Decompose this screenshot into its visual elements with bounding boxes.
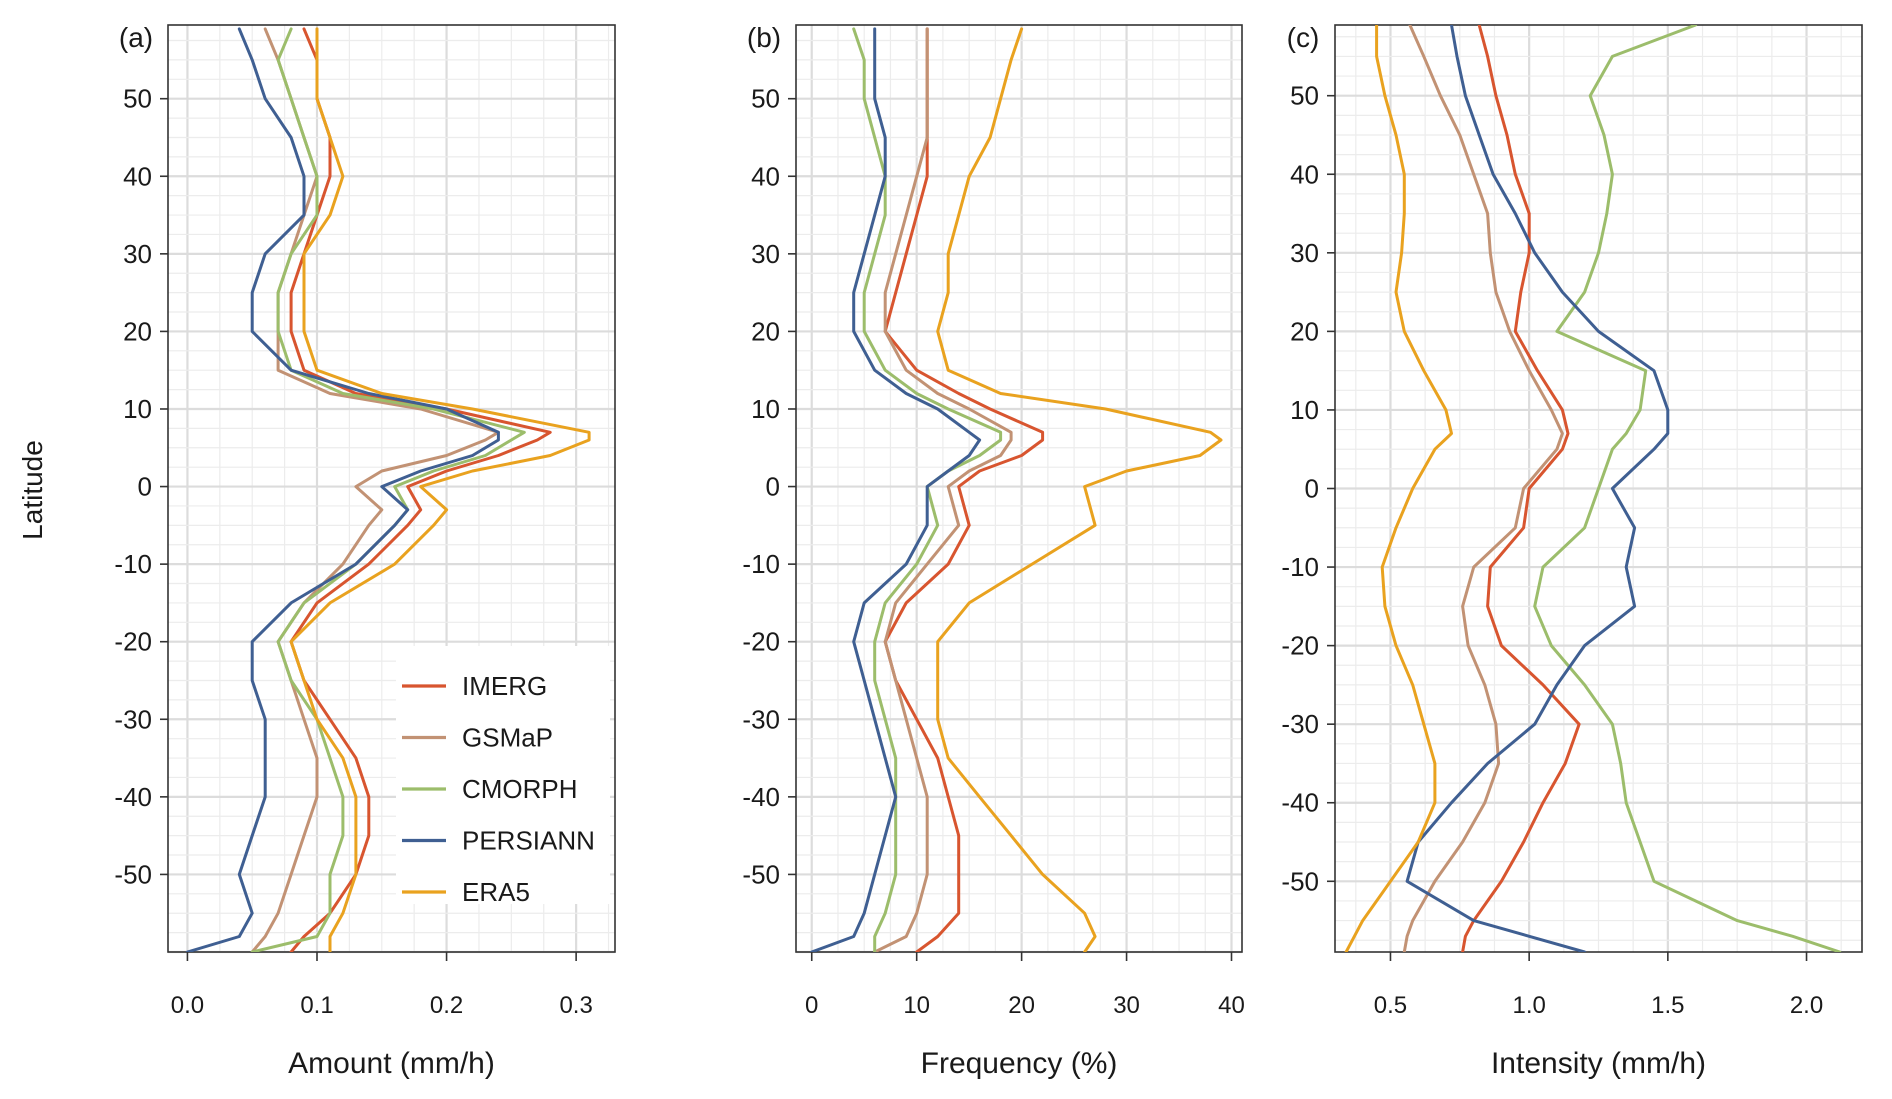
x-tick-label: 0.5	[1374, 992, 1407, 1019]
y-tick-label: 0	[138, 472, 152, 502]
series-lines	[810, 27, 1223, 952]
panel-label: (a)	[119, 22, 153, 53]
y-tick-label: 40	[751, 161, 780, 191]
y-tick-label: -40	[114, 782, 152, 812]
legend-label-imerg: IMERG	[462, 671, 547, 701]
y-tick-label: 20	[123, 316, 152, 346]
series-line-gsmap	[1402, 25, 1564, 952]
panel-1: -50 -40 -30 -20 -10 0 10 20 30 40 50 0.0 0.1 0.2 0.3 Am…	[114, 22, 616, 1080]
plot-frame	[795, 24, 1243, 953]
panel-label: (b)	[747, 22, 781, 53]
series-line-persiann	[810, 27, 982, 952]
x-tick-label: 0.2	[430, 992, 463, 1019]
x-tick-label: 40	[1218, 992, 1245, 1019]
y-tick-label: 30	[751, 239, 780, 269]
y-tick-label: 20	[751, 316, 780, 346]
x-axis-label: Amount (mm/h)	[288, 1047, 495, 1080]
y-tick-label: 20	[1290, 316, 1319, 346]
series-line-era5	[936, 27, 1223, 952]
y-tick-label: 50	[1290, 81, 1319, 111]
y-tick-label: -30	[114, 704, 152, 734]
y-tick-label: -50	[742, 859, 780, 889]
y-tick-label: -20	[1281, 631, 1319, 661]
legend: IMERG GSMaP CMORPH PERSIANN ERA5	[396, 646, 610, 907]
legend-label-cmorph: CMORPH	[462, 774, 578, 804]
x-tick-label: 30	[1113, 992, 1140, 1019]
y-tick-label: 40	[1290, 159, 1319, 189]
panel-label: (c)	[1287, 22, 1320, 53]
y-tick-label: 30	[123, 239, 152, 269]
series-line-persiann	[1405, 25, 1670, 952]
series-line-era5	[289, 27, 591, 952]
x-tick-label: 1.0	[1512, 992, 1545, 1019]
series-line-imerg	[1461, 25, 1581, 952]
y-tick-label: -50	[114, 859, 152, 889]
y-tick-label: -40	[742, 782, 780, 812]
series-line-cmorph	[1533, 25, 1842, 952]
y-axis-label: Latitude	[17, 440, 48, 540]
x-tick-label: 10	[903, 992, 930, 1019]
x-tick-label: 0.3	[559, 992, 592, 1019]
y-tick-label: -40	[1281, 788, 1319, 818]
y-tick-label: 10	[1290, 395, 1319, 425]
legend-label-gsmap: GSMaP	[462, 723, 553, 753]
y-tick-label: -10	[114, 549, 152, 579]
series-line-gsmap	[873, 27, 1013, 952]
x-axis-label: Intensity (mm/h)	[1491, 1047, 1706, 1080]
x-tick-label: 1.5	[1651, 992, 1684, 1019]
y-tick-label: 0	[1305, 474, 1319, 504]
series-line-imerg	[883, 27, 1045, 952]
y-tick-label: -30	[1281, 709, 1319, 739]
series-lines	[1344, 25, 1842, 952]
x-tick-label: 0	[805, 992, 818, 1019]
panel-2: -50 -40 -30 -20 -10 0 10 20 30 40 50 0 10 20 30 40 Frequ…	[742, 22, 1244, 1080]
panels: -50 -40 -30 -20 -10 0 10 20 30 40 50 0.0 0.1 0.2 0.3 Am…	[114, 22, 1863, 1080]
y-tick-label: -10	[1281, 552, 1319, 582]
y-tick-label: 10	[123, 394, 152, 424]
y-tick-label: -20	[742, 627, 780, 657]
legend-label-persiann: PERSIANN	[462, 826, 595, 856]
plot-frame	[167, 24, 616, 953]
panel-3: -50 -40 -30 -20 -10 0 10 20 30 40 50 0.5 1.0 1.5 2.0 In…	[1281, 22, 1863, 1080]
x-tick-label: 2.0	[1790, 992, 1823, 1019]
x-tick-label: 0.1	[300, 992, 333, 1019]
legend-box	[396, 646, 610, 904]
x-axis-label: Frequency (%)	[921, 1047, 1118, 1080]
y-tick-label: -30	[742, 704, 780, 734]
y-tick-label: -20	[114, 627, 152, 657]
y-tick-label: 30	[1290, 238, 1319, 268]
y-tick-label: 50	[751, 84, 780, 114]
series-line-era5	[1344, 25, 1453, 952]
y-tick-label: 40	[123, 161, 152, 191]
series-line-cmorph	[250, 27, 526, 952]
series-line-cmorph	[852, 27, 1003, 952]
series-lines	[185, 27, 591, 952]
y-tick-label: -50	[1281, 866, 1319, 896]
x-tick-label: 20	[1008, 992, 1035, 1019]
series-line-persiann	[185, 27, 500, 952]
y-tick-label: 0	[766, 472, 780, 502]
legend-label-era5: ERA5	[462, 877, 530, 907]
x-tick-label: 0.0	[171, 992, 204, 1019]
y-tick-label: -10	[742, 549, 780, 579]
y-tick-label: 10	[751, 394, 780, 424]
y-tick-label: 50	[123, 84, 152, 114]
